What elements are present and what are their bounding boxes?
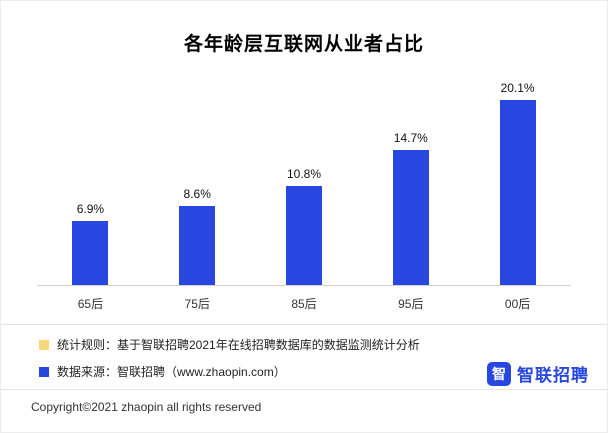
copyright-text: Copyright©2021 zhaopin all rights reserv… — [31, 400, 262, 414]
bar-group: 20.1% — [464, 72, 571, 285]
bar-group: 6.9% — [37, 72, 144, 285]
separator-top — [1, 324, 607, 325]
bar-group: 8.6% — [144, 72, 251, 285]
bar-value-label: 14.7% — [393, 131, 428, 145]
chart-title: 各年龄层互联网从业者占比 — [183, 34, 424, 55]
legend: 统计规则：基于智联招聘2021年在线招聘数据库的数据监测统计分析 数据来源：智联… — [1, 325, 607, 389]
bar — [285, 186, 322, 285]
legend-rule-label: 统计规则：基于智联招聘2021年在线招聘数据库的数据监测统计分析 — [57, 338, 420, 352]
separator-bottom — [1, 389, 607, 390]
bar — [392, 150, 429, 285]
zhaopin-logo: 智 智联招聘 — [487, 361, 589, 386]
x-axis-label: 65后 — [77, 297, 104, 311]
zhaopin-logo-text: 智联招聘 — [517, 366, 589, 385]
x-axis-label: 95后 — [398, 297, 424, 311]
legend-source-swatch — [39, 366, 49, 377]
bar-value-label: 20.1% — [500, 81, 535, 95]
bar-chart-bars: 6.9% 8.6% 10.8% 14.7% 20.1% — [37, 72, 571, 286]
legend-rule-swatch — [39, 339, 49, 350]
bar — [499, 100, 536, 285]
x-axis-label: 00后 — [504, 297, 531, 311]
x-axis-label: 75后 — [184, 297, 210, 311]
legend-row-rule: 统计规则：基于智联招聘2021年在线招聘数据库的数据监测统计分析 — [39, 336, 607, 353]
bar-value-label: 8.6% — [183, 187, 211, 201]
legend-row-source: 数据来源：智联招聘（www.zhaopin.com） — [39, 363, 607, 380]
bar-group: 10.8% — [251, 72, 358, 285]
bar-chart: 6.9% 8.6% 10.8% 14.7% 20.1% 65后 75后 85后 95后 00后 — [37, 72, 571, 324]
bar-group: 14.7% — [357, 72, 464, 285]
bar — [72, 221, 109, 285]
bar — [179, 206, 216, 285]
legend-source-label: 数据来源：智联招聘（www.zhaopin.com） — [57, 365, 286, 379]
x-axis-labels: 65后 75后 85后 95后 00后 — [37, 286, 571, 324]
bar-value-label: 6.9% — [76, 202, 105, 216]
zhaopin-logo-icon: 智 — [487, 361, 511, 386]
bar-value-label: 10.8% — [286, 167, 321, 181]
x-axis-label: 85后 — [291, 297, 317, 311]
